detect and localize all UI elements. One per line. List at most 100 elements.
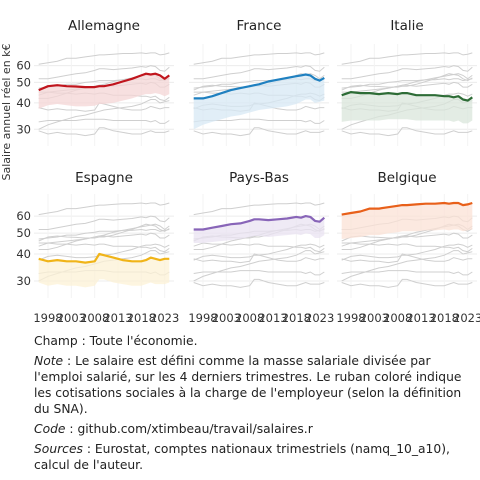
ghost-line — [341, 78, 473, 89]
salary-line — [341, 90, 473, 102]
x-tick-label: 2023 — [305, 311, 334, 325]
ghost-line — [38, 228, 170, 240]
salary-line — [193, 215, 326, 231]
ghost-line — [341, 278, 473, 288]
x-tick-label: 2003 — [57, 311, 86, 325]
x-tick-label: 2023 — [453, 311, 480, 325]
panel-title: Belgique — [377, 170, 436, 186]
ghost-line — [193, 52, 325, 65]
ghost-line — [193, 242, 325, 253]
x-tick-label: 1998 — [33, 311, 62, 325]
y-tick-label: 40 — [16, 96, 31, 110]
panel-france: France — [189, 18, 329, 146]
x-tick-label: 2023 — [150, 311, 179, 325]
ghost-line — [341, 52, 473, 65]
ghost-line — [341, 242, 473, 253]
ghost-line — [341, 127, 473, 137]
x-tick-label: 2018 — [430, 311, 459, 325]
caption-note-text: : Le salaire est défini comme la masse s… — [34, 354, 462, 416]
ghost-line — [341, 232, 473, 244]
caption-sources-label: Sources — [34, 442, 83, 456]
ghost-line — [341, 253, 473, 264]
x-tick-label: 1998 — [188, 311, 217, 325]
ghost-line — [38, 52, 170, 65]
caption-code: Code : github.com/xtimbeau/travail/salai… — [34, 421, 474, 437]
panel-allemagne: Allemagne 30 40 50 60 — [16, 18, 174, 146]
y-tick-label: 50 — [16, 226, 31, 240]
y-tick-label: 30 — [16, 274, 31, 288]
caption-sources: Sources : Eurostat, comptes nationaux tr… — [34, 441, 474, 473]
caption-champ: Champ : Toute l'économie. — [34, 333, 474, 349]
caption-champ-label: Champ — [34, 334, 78, 348]
ghost-line — [38, 223, 170, 242]
contribution-ribbon — [193, 216, 325, 243]
small-multiples-chart: Salaire annuel réel en k€ Allemagne 30 40 50… — [0, 18, 480, 325]
panel-italie: Italie — [337, 18, 477, 146]
ghost-line — [193, 127, 325, 137]
ghost-line — [193, 278, 325, 288]
x-tick-label: 1998 — [336, 311, 365, 325]
ghost-line — [193, 253, 325, 264]
ghost-line — [193, 243, 325, 261]
panel-title: Allemagne — [68, 18, 140, 34]
x-tick-label: 2013 — [406, 311, 435, 325]
ghost-line — [38, 65, 170, 80]
y-tick-label: 40 — [16, 247, 31, 261]
x-tick-label: 2008 — [80, 311, 109, 325]
y-tick-label: 30 — [16, 122, 31, 136]
ghost-line — [38, 232, 170, 244]
caption-note: Note : Le salaire est défini comme la ma… — [34, 353, 474, 417]
caption-code-text: : github.com/xtimbeau/travail/salaires.r — [65, 422, 313, 436]
contribution-ribbon — [193, 74, 325, 130]
ghost-line — [38, 118, 170, 124]
ghost-line — [341, 65, 473, 80]
x-tick-label: 2013 — [258, 311, 287, 325]
ghost-line — [193, 118, 325, 124]
ghost-line — [38, 202, 170, 216]
x-tick-label: 2003 — [360, 311, 389, 325]
panel-title: Espagne — [75, 170, 133, 186]
y-tick-label: 60 — [16, 59, 31, 73]
x-tick-label: 2018 — [127, 311, 156, 325]
panel-title: Pays-Bas — [229, 170, 289, 186]
salary-line — [38, 252, 170, 264]
x-tick-label: 2008 — [235, 311, 264, 325]
ghost-line — [38, 102, 170, 112]
y-axis-title: Salaire annuel réel en k€ — [0, 43, 13, 180]
ghost-line — [341, 243, 473, 261]
ghost-line — [193, 202, 325, 216]
y-tick-label: 60 — [16, 209, 31, 223]
contribution-ribbon — [341, 203, 473, 239]
x-tick-label: 2003 — [212, 311, 241, 325]
figure-caption: Champ : Toute l'économie. Note : Le sala… — [34, 333, 474, 477]
panel-title: Italie — [390, 18, 423, 34]
ghost-line — [341, 73, 473, 91]
ghost-line — [341, 81, 473, 93]
contribution-ribbon — [341, 92, 473, 124]
contribution-ribbon — [38, 73, 170, 109]
caption-champ-text: : Toute l'économie. — [77, 334, 198, 348]
x-tick-label: 2013 — [103, 311, 132, 325]
x-tick-label: 2008 — [383, 311, 412, 325]
panel-title: France — [237, 18, 282, 34]
ghost-line — [341, 250, 473, 282]
plot-area — [189, 194, 329, 298]
ghost-line — [38, 243, 170, 261]
caption-code-label: Code — [34, 422, 66, 436]
ghost-line — [38, 242, 170, 253]
ghost-line — [193, 270, 325, 276]
x-tick-label: 2018 — [282, 311, 311, 325]
salary-line — [38, 72, 170, 92]
caption-sources-text: : Eurostat, comptes nationaux trimestrie… — [34, 442, 450, 472]
salary-line — [341, 201, 473, 216]
ghost-line — [38, 99, 170, 130]
caption-note-label: Note — [34, 354, 64, 368]
ghost-line — [193, 250, 325, 282]
ghost-line — [38, 127, 170, 137]
ghost-line — [193, 65, 325, 80]
ghost-line — [38, 215, 170, 230]
ghost-line — [341, 270, 473, 276]
